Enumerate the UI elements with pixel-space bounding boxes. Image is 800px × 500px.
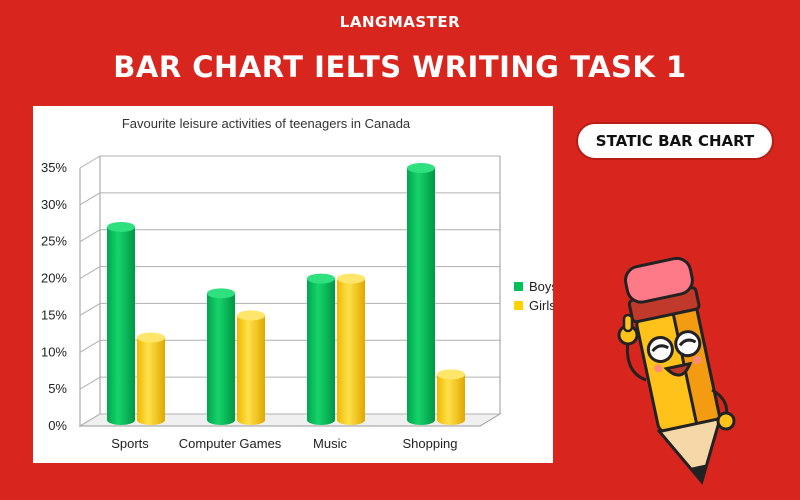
bar-body bbox=[337, 278, 365, 420]
y-tick-label: 5% bbox=[48, 381, 67, 396]
bar-top bbox=[237, 310, 265, 321]
chart-panel: Favourite leisure activities of teenager… bbox=[33, 106, 553, 463]
page-title: BAR CHART IELTS WRITING TASK 1 bbox=[113, 50, 687, 84]
bar-base bbox=[307, 415, 335, 425]
x-tick-label: Shopping bbox=[403, 436, 458, 451]
y-tick-label: 10% bbox=[41, 344, 67, 359]
bar-girls-shopping bbox=[437, 369, 465, 425]
grid-diagonal bbox=[79, 266, 101, 280]
bar-body bbox=[437, 374, 465, 420]
bar-boys-shopping bbox=[407, 163, 435, 425]
y-tick-label: 20% bbox=[41, 271, 67, 286]
legend-label-girls: Girls bbox=[529, 298, 553, 313]
bar-body bbox=[207, 293, 235, 420]
grid-diagonal bbox=[79, 376, 101, 390]
x-tick-label: Music bbox=[313, 436, 347, 451]
bar-base bbox=[407, 415, 435, 425]
bar-boys-computer-games bbox=[207, 288, 235, 425]
bar-base bbox=[437, 415, 465, 425]
y-tick-label: 0% bbox=[48, 418, 67, 433]
y-tick-label: 25% bbox=[41, 234, 67, 249]
bar-body bbox=[407, 168, 435, 420]
grid-diagonal bbox=[79, 229, 101, 243]
grid-diagonal bbox=[79, 413, 101, 427]
grid-diagonal bbox=[79, 155, 101, 169]
bar-top bbox=[207, 288, 235, 299]
bar-girls-computer-games bbox=[237, 310, 265, 425]
x-tick-label: Computer Games bbox=[179, 436, 282, 451]
bar-base bbox=[237, 415, 265, 425]
bar-base bbox=[337, 415, 365, 425]
bar-girls-sports bbox=[137, 332, 165, 425]
bar-top bbox=[407, 163, 435, 173]
x-tick-label: Sports bbox=[111, 436, 149, 451]
x-axis-labels: Sports Computer Games Music Shopping bbox=[111, 436, 457, 451]
chart-bars bbox=[107, 163, 465, 425]
bar-boys-music bbox=[307, 273, 335, 425]
bar-base bbox=[107, 415, 135, 425]
chart-title: Favourite leisure activities of teenager… bbox=[122, 116, 411, 131]
grid-diagonal bbox=[79, 192, 101, 206]
legend-swatch-girls bbox=[514, 301, 523, 310]
chart-type-badge: STATIC BAR CHART bbox=[576, 122, 774, 160]
legend-swatch-boys bbox=[514, 282, 523, 291]
grid-diagonal bbox=[79, 339, 101, 353]
bar-girls-music bbox=[337, 273, 365, 425]
bar-body bbox=[237, 315, 265, 420]
brand-logo: LANGMASTER bbox=[339, 13, 461, 31]
chart-legend: Boys Girls bbox=[514, 279, 553, 313]
grid-diagonal bbox=[79, 302, 101, 316]
bar-base bbox=[137, 415, 165, 425]
bar-top bbox=[337, 273, 365, 284]
bar-top bbox=[107, 221, 135, 232]
y-tick-label: 35% bbox=[41, 160, 67, 175]
bar-top bbox=[437, 369, 465, 380]
legend-label-boys: Boys bbox=[529, 279, 553, 294]
y-axis-labels: 0% 5% 10% 15% 20% 25% 30% 35% bbox=[41, 160, 67, 433]
pencil-mascot-icon bbox=[617, 256, 736, 485]
bar-body bbox=[307, 278, 335, 420]
bar-chart: Favourite leisure activities of teenager… bbox=[41, 116, 553, 451]
y-tick-label: 30% bbox=[41, 197, 67, 212]
bar-base bbox=[207, 415, 235, 425]
bar-boys-sports bbox=[107, 221, 135, 425]
bar-top bbox=[137, 332, 165, 343]
bar-body bbox=[107, 226, 135, 420]
bar-body bbox=[137, 337, 165, 420]
y-tick-label: 15% bbox=[41, 307, 67, 322]
bar-top bbox=[307, 273, 335, 284]
